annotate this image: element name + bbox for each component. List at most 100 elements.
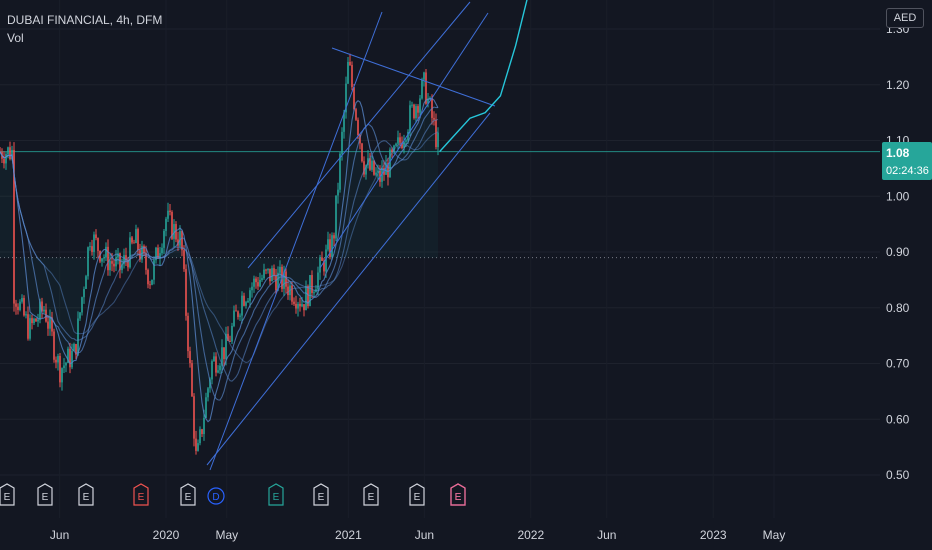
- earnings-marker: [363, 483, 379, 506]
- candle-body: [61, 368, 63, 383]
- earnings-marker: [180, 483, 196, 506]
- candle-body: [195, 438, 197, 451]
- candle-body: [105, 246, 107, 258]
- candle-body: [435, 119, 437, 148]
- candle-body: [209, 379, 211, 389]
- candle-body: [323, 260, 325, 272]
- candle-body: [221, 347, 223, 366]
- time-tick-label: Jun: [597, 528, 616, 542]
- currency-badge[interactable]: AED: [886, 8, 924, 28]
- time-axis[interactable]: Jun 2020 May 2021 Jun 2022 Jun 2023 May: [50, 528, 785, 542]
- candle-body: [249, 290, 251, 301]
- candle-body: [329, 239, 331, 257]
- candle-body: [395, 143, 397, 146]
- event-marker-letter: D: [212, 492, 219, 503]
- candle-body: [399, 137, 401, 143]
- candle-body: [411, 104, 413, 106]
- event-marker-letter: E: [368, 492, 375, 503]
- trendline: [319, 12, 489, 269]
- candle-body: [303, 304, 305, 311]
- candle-body: [119, 253, 121, 271]
- projection-path[interactable]: [439, 0, 531, 153]
- candle-body: [301, 304, 303, 307]
- candle-body: [67, 348, 69, 363]
- candle-body: [287, 286, 289, 296]
- candle-body: [261, 278, 263, 280]
- candle-body: [131, 237, 133, 243]
- time-tick-label: Jun: [415, 528, 434, 542]
- price-tick-label: 0.80: [886, 301, 910, 315]
- candle-body: [337, 189, 339, 196]
- candle-body: [243, 295, 245, 306]
- candle-body: [247, 300, 249, 303]
- candle-body: [107, 246, 109, 271]
- trendlines[interactable]: [206, 1, 496, 471]
- candle-body: [375, 172, 377, 175]
- candle-body: [215, 356, 217, 373]
- candle-body: [199, 429, 201, 444]
- candle-body: [201, 429, 203, 435]
- candle-body: [129, 237, 131, 268]
- candle-body: [313, 292, 315, 294]
- candle-body: [257, 282, 259, 287]
- candle-body: [97, 238, 99, 251]
- trendline: [206, 112, 491, 466]
- candle-body: [391, 149, 393, 153]
- event-markers[interactable]: E E E E E D E E E E EE: [0, 483, 466, 506]
- price-tick-label: 1.00: [886, 189, 910, 203]
- candle-body: [251, 286, 253, 291]
- candle-body: [27, 314, 29, 339]
- candle-body: [147, 269, 149, 285]
- candle-body: [193, 396, 195, 439]
- candle-body: [191, 363, 193, 397]
- event-marker-letter: E: [83, 492, 90, 503]
- candle-body: [3, 158, 5, 164]
- countdown-timer: 02:24:36: [886, 165, 929, 177]
- candle-body: [217, 370, 219, 373]
- candle-body: [101, 258, 103, 262]
- price-tick-label: 0.50: [886, 468, 910, 482]
- candle-body: [393, 145, 395, 153]
- candle-body: [361, 143, 363, 162]
- candle-body: [423, 72, 425, 80]
- candle-body: [157, 247, 159, 259]
- candle-body: [275, 275, 277, 291]
- grid-lines: [0, 28, 880, 476]
- candle-body: [153, 260, 155, 280]
- candle-body: [23, 298, 25, 316]
- candle-body: [331, 235, 333, 257]
- symbol-title[interactable]: DUBAI FINANCIAL, 4h, DFM: [7, 13, 163, 27]
- candle-body: [87, 247, 89, 277]
- candle-body: [389, 149, 391, 178]
- price-axis[interactable]: 0.500.600.700.800.901.001.101.201.30: [886, 22, 910, 482]
- event-marker-letter: E: [273, 492, 280, 503]
- candle-body: [283, 271, 285, 289]
- candle-body: [161, 247, 163, 254]
- time-tick-label: 2023: [700, 528, 727, 542]
- price-tick-label: 1.20: [886, 78, 910, 92]
- candle-body: [327, 239, 329, 250]
- volume-indicator-label[interactable]: Vol: [7, 31, 24, 45]
- candle-body: [335, 195, 337, 239]
- candle-body: [355, 109, 357, 120]
- candle-body: [31, 318, 33, 324]
- candle-body: [235, 310, 237, 312]
- candle-body: [229, 340, 231, 342]
- event-marker-letter: E: [138, 492, 145, 503]
- candle-body: [17, 306, 19, 310]
- event-marker-letter: E: [4, 492, 11, 503]
- candle-body: [109, 261, 111, 271]
- candle-body: [291, 285, 293, 302]
- candle-body: [207, 388, 209, 398]
- candle-body: [175, 224, 177, 240]
- candle-body: [265, 269, 267, 271]
- candle-body: [203, 417, 205, 435]
- candle-body: [347, 61, 349, 84]
- candle-body: [159, 253, 161, 259]
- price-tick-label: 0.60: [886, 412, 910, 426]
- candle-body: [409, 105, 411, 132]
- earnings-marker: [268, 483, 284, 506]
- candle-body: [267, 268, 269, 271]
